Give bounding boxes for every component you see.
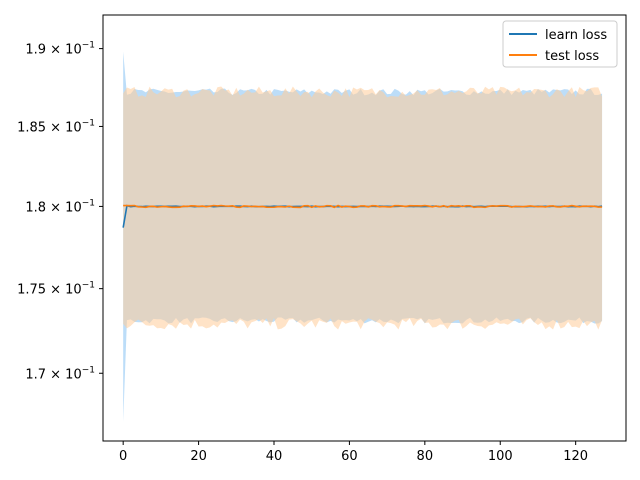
x-tick-label: 80: [417, 449, 434, 464]
legend: learn loss test loss: [502, 20, 618, 68]
x-tick-label: 40: [266, 449, 283, 464]
y-tick-label: 1.75 × 10−1: [17, 281, 95, 298]
legend-label: test loss: [545, 49, 599, 64]
legend-label: learn loss: [545, 28, 607, 43]
band-layer: [123, 51, 603, 422]
axes-layer: 0 20 40 60 80 100 120 1.9 × 10−1 1.85 × 10−1 1.8 …: [17, 14, 627, 464]
y-tick-label: 1.7 × 10−1: [25, 365, 95, 382]
x-tick-label: 0: [119, 449, 127, 464]
line-test-loss: [123, 204, 603, 209]
y-tick-label: 1.9 × 10−1: [25, 41, 95, 58]
line-layer: [122, 204, 603, 228]
band-test-loss: [123, 86, 603, 330]
y-tick-label: 1.85 × 10−1: [17, 118, 95, 135]
x-tick-label: 20: [190, 449, 207, 464]
x-tick-label: 120: [563, 449, 588, 464]
plot-frame: [102, 14, 627, 442]
x-tick-label: 60: [341, 449, 358, 464]
x-tick-label: 100: [488, 449, 513, 464]
y-tick-label: 1.8 × 10−1: [25, 198, 95, 215]
